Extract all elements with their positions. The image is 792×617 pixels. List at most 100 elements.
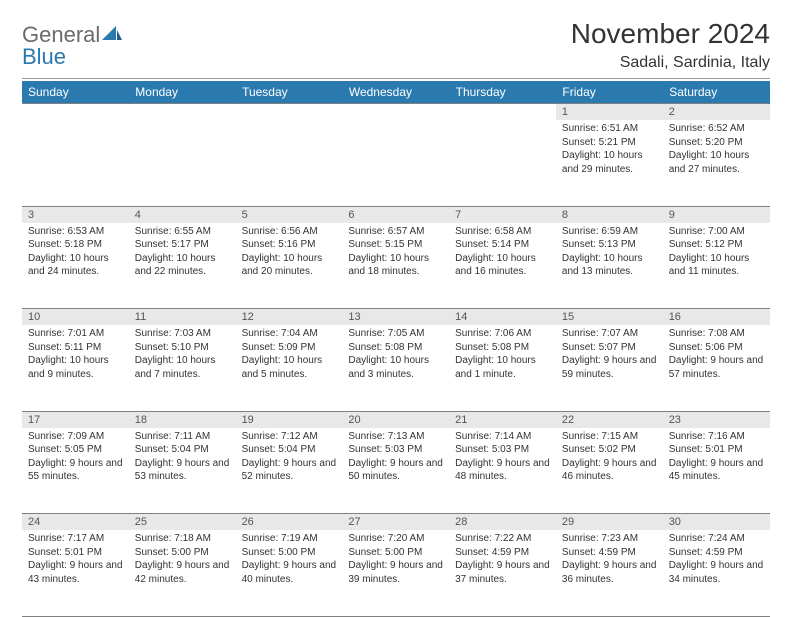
day-cell: Sunrise: 7:18 AMSunset: 5:00 PMDaylight:… [129, 530, 236, 616]
calendar-table: Sunday Monday Tuesday Wednesday Thursday… [22, 81, 770, 617]
day-number: 16 [663, 309, 770, 326]
logo-sail-icon [102, 24, 122, 46]
sunrise-text: Sunrise: 7:23 AM [562, 532, 657, 546]
daylight-text: Daylight: 10 hours and 3 minutes. [348, 354, 443, 381]
day-cell: Sunrise: 6:55 AMSunset: 5:17 PMDaylight:… [129, 223, 236, 309]
day-cell: Sunrise: 7:19 AMSunset: 5:00 PMDaylight:… [236, 530, 343, 616]
sunrise-text: Sunrise: 6:55 AM [135, 225, 230, 239]
day-header: Wednesday [342, 81, 449, 104]
sunrise-text: Sunrise: 7:01 AM [28, 327, 123, 341]
day-details: Sunrise: 7:17 AMSunset: 5:01 PMDaylight:… [22, 530, 129, 590]
day-details: Sunrise: 6:58 AMSunset: 5:14 PMDaylight:… [449, 223, 556, 283]
day-details: Sunrise: 7:07 AMSunset: 5:07 PMDaylight:… [556, 325, 663, 385]
location-label: Sadali, Sardinia, Italy [571, 54, 770, 72]
day-details: Sunrise: 7:14 AMSunset: 5:03 PMDaylight:… [449, 428, 556, 488]
sunrise-text: Sunrise: 7:11 AM [135, 430, 230, 444]
day-details: Sunrise: 6:55 AMSunset: 5:17 PMDaylight:… [129, 223, 236, 283]
day-cell: Sunrise: 7:16 AMSunset: 5:01 PMDaylight:… [663, 428, 770, 514]
day-cell: Sunrise: 6:51 AMSunset: 5:21 PMDaylight:… [556, 120, 663, 206]
sunset-text: Sunset: 5:10 PM [135, 341, 230, 355]
day-cell [449, 120, 556, 206]
day-number: 1 [556, 104, 663, 121]
day-cell: Sunrise: 7:03 AMSunset: 5:10 PMDaylight:… [129, 325, 236, 411]
day-details: Sunrise: 7:09 AMSunset: 5:05 PMDaylight:… [22, 428, 129, 488]
day-number: 21 [449, 411, 556, 428]
sunrise-text: Sunrise: 7:24 AM [669, 532, 764, 546]
day-cell: Sunrise: 7:17 AMSunset: 5:01 PMDaylight:… [22, 530, 129, 616]
day-cell: Sunrise: 6:59 AMSunset: 5:13 PMDaylight:… [556, 223, 663, 309]
daylight-text: Daylight: 10 hours and 16 minutes. [455, 252, 550, 279]
sunset-text: Sunset: 5:17 PM [135, 238, 230, 252]
sunrise-text: Sunrise: 7:05 AM [348, 327, 443, 341]
daylight-text: Daylight: 10 hours and 29 minutes. [562, 149, 657, 176]
day-number: 2 [663, 104, 770, 121]
day-cell: Sunrise: 6:53 AMSunset: 5:18 PMDaylight:… [22, 223, 129, 309]
sunset-text: Sunset: 5:00 PM [135, 546, 230, 560]
sunset-text: Sunset: 5:04 PM [242, 443, 337, 457]
daynum-row: 10111213141516 [22, 309, 770, 326]
day-number: 14 [449, 309, 556, 326]
day-header: Friday [556, 81, 663, 104]
sunset-text: Sunset: 5:16 PM [242, 238, 337, 252]
day-header: Sunday [22, 81, 129, 104]
brand-logo: General Blue [22, 18, 122, 68]
day-number [129, 104, 236, 121]
day-number: 11 [129, 309, 236, 326]
sunset-text: Sunset: 4:59 PM [562, 546, 657, 560]
day-cell: Sunrise: 6:57 AMSunset: 5:15 PMDaylight:… [342, 223, 449, 309]
header-rule [22, 78, 770, 79]
day-number: 4 [129, 206, 236, 223]
sunset-text: Sunset: 5:07 PM [562, 341, 657, 355]
day-details: Sunrise: 7:13 AMSunset: 5:03 PMDaylight:… [342, 428, 449, 488]
sunset-text: Sunset: 4:59 PM [669, 546, 764, 560]
day-cell: Sunrise: 7:09 AMSunset: 5:05 PMDaylight:… [22, 428, 129, 514]
month-title: November 2024 [571, 18, 770, 50]
sunrise-text: Sunrise: 6:59 AM [562, 225, 657, 239]
day-cell: Sunrise: 7:23 AMSunset: 4:59 PMDaylight:… [556, 530, 663, 616]
day-details: Sunrise: 6:53 AMSunset: 5:18 PMDaylight:… [22, 223, 129, 283]
sunset-text: Sunset: 5:00 PM [242, 546, 337, 560]
day-number: 13 [342, 309, 449, 326]
sunrise-text: Sunrise: 7:18 AM [135, 532, 230, 546]
day-cell: Sunrise: 7:20 AMSunset: 5:00 PMDaylight:… [342, 530, 449, 616]
day-details: Sunrise: 6:52 AMSunset: 5:20 PMDaylight:… [663, 120, 770, 180]
sunrise-text: Sunrise: 7:20 AM [348, 532, 443, 546]
day-cell [236, 120, 343, 206]
day-cell [22, 120, 129, 206]
daynum-row: 17181920212223 [22, 411, 770, 428]
sunset-text: Sunset: 5:11 PM [28, 341, 123, 355]
day-cell: Sunrise: 7:15 AMSunset: 5:02 PMDaylight:… [556, 428, 663, 514]
daylight-text: Daylight: 9 hours and 37 minutes. [455, 559, 550, 586]
title-block: November 2024 Sadali, Sardinia, Italy [571, 18, 770, 72]
sunrise-text: Sunrise: 7:06 AM [455, 327, 550, 341]
sunset-text: Sunset: 5:08 PM [455, 341, 550, 355]
daylight-text: Daylight: 9 hours and 55 minutes. [28, 457, 123, 484]
day-number: 30 [663, 514, 770, 531]
daylight-text: Daylight: 9 hours and 50 minutes. [348, 457, 443, 484]
sunrise-text: Sunrise: 7:16 AM [669, 430, 764, 444]
day-details: Sunrise: 7:20 AMSunset: 5:00 PMDaylight:… [342, 530, 449, 590]
day-number: 24 [22, 514, 129, 531]
day-number: 17 [22, 411, 129, 428]
day-cell: Sunrise: 6:56 AMSunset: 5:16 PMDaylight:… [236, 223, 343, 309]
day-cell: Sunrise: 7:11 AMSunset: 5:04 PMDaylight:… [129, 428, 236, 514]
daylight-text: Daylight: 10 hours and 9 minutes. [28, 354, 123, 381]
day-details: Sunrise: 7:06 AMSunset: 5:08 PMDaylight:… [449, 325, 556, 385]
daylight-text: Daylight: 9 hours and 36 minutes. [562, 559, 657, 586]
daylight-text: Daylight: 10 hours and 13 minutes. [562, 252, 657, 279]
daylight-text: Daylight: 9 hours and 52 minutes. [242, 457, 337, 484]
daynum-row: 12 [22, 104, 770, 121]
day-header: Thursday [449, 81, 556, 104]
daylight-text: Daylight: 10 hours and 11 minutes. [669, 252, 764, 279]
day-details: Sunrise: 7:24 AMSunset: 4:59 PMDaylight:… [663, 530, 770, 590]
day-header-row: Sunday Monday Tuesday Wednesday Thursday… [22, 81, 770, 104]
day-number: 26 [236, 514, 343, 531]
day-number: 6 [342, 206, 449, 223]
day-number [22, 104, 129, 121]
day-cell: Sunrise: 7:13 AMSunset: 5:03 PMDaylight:… [342, 428, 449, 514]
day-details: Sunrise: 7:22 AMSunset: 4:59 PMDaylight:… [449, 530, 556, 590]
day-number: 19 [236, 411, 343, 428]
day-cell: Sunrise: 7:22 AMSunset: 4:59 PMDaylight:… [449, 530, 556, 616]
day-number: 23 [663, 411, 770, 428]
daynum-row: 24252627282930 [22, 514, 770, 531]
